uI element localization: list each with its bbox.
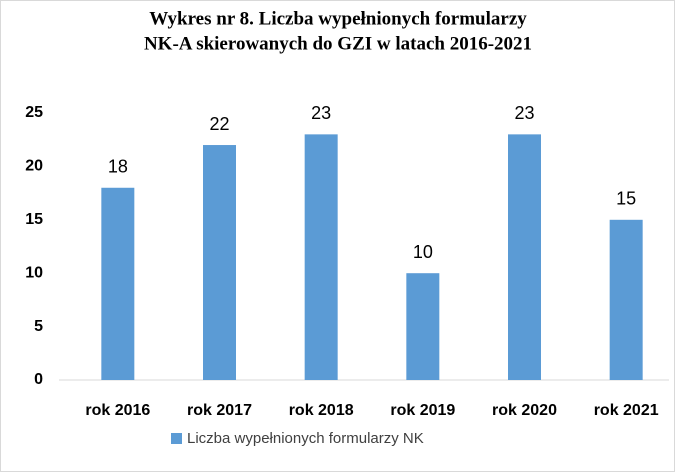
bar — [508, 134, 541, 380]
legend-swatch — [171, 433, 182, 444]
x-tick-label: rok 2021 — [594, 402, 659, 419]
y-tick-label: 0 — [34, 371, 43, 388]
data-label: 23 — [514, 103, 534, 123]
data-label: 23 — [311, 103, 331, 123]
legend-label: Liczba wypełnionych formularzy NK — [187, 430, 424, 447]
x-tick-label: rok 2017 — [187, 402, 252, 419]
y-tick-label: 5 — [34, 318, 43, 335]
bar — [101, 187, 135, 380]
x-tick-label: rok 2018 — [289, 402, 354, 419]
bar — [304, 134, 338, 380]
y-tick-label: 15 — [25, 211, 43, 228]
y-tick-label: 20 — [25, 158, 43, 175]
x-tick-label: rok 2019 — [390, 402, 455, 419]
y-tick-label: 10 — [25, 264, 43, 281]
data-label: 10 — [413, 242, 433, 262]
bar — [203, 145, 236, 380]
x-tick-label: rok 2016 — [85, 402, 150, 419]
data-label: 15 — [616, 189, 636, 209]
data-label: 18 — [108, 157, 128, 177]
data-label: 22 — [209, 114, 229, 134]
chart-title: NK-A skierowanych do GZI w latach 2016-2… — [144, 33, 532, 54]
bar — [406, 273, 440, 380]
y-tick-label: 25 — [25, 104, 43, 121]
chart-title: Wykres nr 8. Liczba wypełnionych formula… — [149, 8, 527, 29]
bar — [609, 219, 643, 380]
x-tick-label: rok 2020 — [492, 402, 557, 419]
